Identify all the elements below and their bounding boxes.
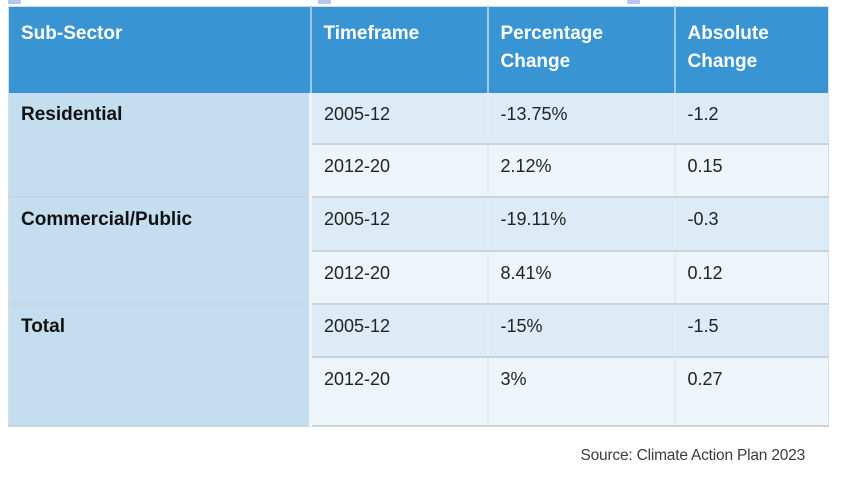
data-table: Sub-Sector Timeframe Percentage Change A… [8, 6, 829, 427]
table-row: 2012-20 3% 0.27 [9, 356, 829, 427]
timeframe-cell: 2012-20 [310, 143, 489, 198]
timeframe-cell: 2012-20 [310, 250, 489, 305]
percentage-change-cell: 8.41% [487, 250, 676, 305]
column-header-timeframe: Timeframe [310, 6, 489, 93]
absolute-change-cell: -1.2 [674, 92, 829, 145]
sector-cell-residential: Residential [8, 92, 312, 198]
absolute-change-cell: 0.12 [674, 250, 829, 305]
column-header-absolute-change: Absolute Change [674, 6, 829, 93]
timeframe-cell: 2005-12 [310, 196, 489, 252]
sector-cell-total: Total [8, 303, 312, 427]
column-header-percentage-change: Percentage Change [487, 6, 676, 93]
sector-cell-commercial-public: Commercial/Public [8, 196, 312, 305]
column-header-sub-sector: Sub-Sector [8, 6, 312, 93]
table-row: 2012-20 8.41% 0.12 [9, 250, 829, 305]
table-row: Residential 2005-12 -13.75% -1.2 [8, 92, 829, 198]
absolute-change-cell: 0.27 [674, 356, 829, 427]
absolute-change-cell: -1.5 [674, 303, 829, 358]
absolute-change-cell: 0.15 [674, 143, 829, 198]
percentage-change-cell: -15% [487, 303, 676, 358]
source-note: Source: Climate Action Plan 2023 [580, 447, 805, 464]
percentage-change-cell: -19.11% [487, 196, 676, 252]
percentage-change-cell: -13.75% [487, 92, 676, 145]
timeframe-cell: 2012-20 [310, 356, 489, 427]
table-row: Total 2005-12 -15% -1.5 [8, 303, 829, 427]
cropped-artifact [318, 0, 331, 4]
percentage-change-cell: 3% [487, 356, 676, 427]
table-row: Commercial/Public 2005-12 -19.11% -0.3 [8, 196, 829, 305]
header-row: Sub-Sector Timeframe Percentage Change A… [8, 6, 829, 93]
cropped-artifact [8, 0, 21, 4]
table-row: 2012-20 2.12% 0.15 [9, 143, 829, 198]
percentage-change-cell: 2.12% [487, 143, 676, 198]
cropped-artifact [627, 0, 640, 4]
timeframe-cell: 2005-12 [310, 92, 489, 145]
timeframe-cell: 2005-12 [310, 303, 489, 358]
absolute-change-cell: -0.3 [674, 196, 829, 252]
